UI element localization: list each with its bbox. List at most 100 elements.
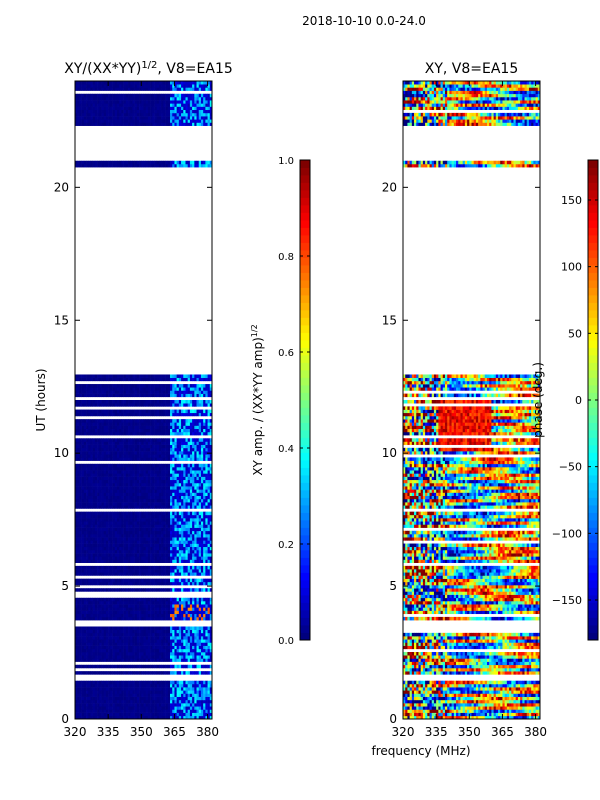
heatmap-cell bbox=[147, 626, 151, 630]
heatmap-cell bbox=[132, 680, 135, 685]
heatmap-cell bbox=[75, 556, 78, 560]
heatmap-cell bbox=[75, 540, 78, 544]
heatmap-cell bbox=[101, 610, 105, 615]
heatmap-cell bbox=[83, 597, 87, 602]
heatmap-cell bbox=[94, 632, 98, 637]
heatmap-cell bbox=[183, 604, 186, 608]
heatmap-cell bbox=[205, 712, 208, 717]
heatmap-cell bbox=[172, 693, 175, 697]
heatmap-cell bbox=[192, 518, 195, 522]
heatmap-cell bbox=[203, 473, 206, 477]
heatmap-cell bbox=[152, 431, 155, 436]
heatmap-cell bbox=[203, 521, 206, 525]
heatmap-cell bbox=[156, 658, 160, 662]
heatmap-cell bbox=[176, 511, 180, 516]
heatmap-cell bbox=[125, 699, 129, 704]
heatmap-cell bbox=[176, 447, 180, 452]
heatmap-cell bbox=[114, 495, 118, 500]
heatmap-cell bbox=[192, 495, 195, 500]
heatmap-cell bbox=[81, 578, 85, 583]
heatmap-cell bbox=[143, 498, 147, 503]
heatmap-cell bbox=[185, 655, 188, 659]
heatmap-cell bbox=[192, 463, 195, 468]
heatmap-cell bbox=[192, 492, 195, 496]
heatmap-cell bbox=[92, 454, 96, 458]
heatmap-cell bbox=[97, 712, 100, 717]
heatmap-cell bbox=[139, 565, 142, 570]
heatmap-cell bbox=[150, 703, 153, 707]
heatmap-cell bbox=[194, 642, 197, 646]
heatmap-cell bbox=[99, 463, 102, 468]
heatmap-cell bbox=[101, 511, 105, 516]
heatmap-cell bbox=[194, 706, 197, 710]
heatmap-cell bbox=[198, 518, 202, 522]
heatmap-cell bbox=[139, 559, 142, 563]
heatmap-cell bbox=[128, 699, 131, 704]
heatmap-cell bbox=[154, 645, 158, 650]
heatmap-cell bbox=[134, 597, 138, 602]
heatmap-cell bbox=[79, 693, 82, 697]
heatmap-cell bbox=[185, 693, 188, 697]
heatmap-cell bbox=[170, 454, 173, 458]
heatmap-cell bbox=[136, 639, 140, 643]
heatmap-cell bbox=[194, 604, 197, 608]
heatmap-cell bbox=[132, 556, 135, 560]
heatmap-cell bbox=[145, 645, 149, 650]
heatmap-cell bbox=[121, 505, 124, 509]
heatmap-cell bbox=[116, 537, 120, 541]
heatmap-cells bbox=[75, 81, 213, 720]
heatmap-cell bbox=[154, 502, 158, 506]
heatmap-cell bbox=[123, 521, 127, 525]
heatmap-cell bbox=[103, 527, 107, 532]
heatmap-cell bbox=[105, 693, 109, 697]
heatmap-cell bbox=[105, 703, 109, 707]
heatmap-cell bbox=[196, 476, 200, 481]
heatmap-cell bbox=[145, 680, 149, 685]
heatmap-cell bbox=[119, 597, 122, 602]
heatmap-cell bbox=[165, 706, 169, 710]
heatmap-cell bbox=[141, 502, 144, 506]
heatmap-cell bbox=[99, 530, 102, 535]
heatmap-cell bbox=[172, 572, 175, 576]
heatmap-cell bbox=[123, 559, 127, 563]
heatmap-cell bbox=[134, 498, 138, 503]
heatmap-cell bbox=[154, 655, 158, 659]
heatmap-cell bbox=[207, 693, 211, 697]
heatmap-cell bbox=[187, 639, 191, 643]
heatmap-cell bbox=[174, 655, 177, 659]
heatmap-cell bbox=[150, 524, 153, 528]
heatmap-cell bbox=[99, 565, 102, 570]
heatmap-cell bbox=[121, 569, 124, 573]
heatmap-cell bbox=[205, 549, 208, 554]
heatmap-cell bbox=[88, 632, 91, 637]
heatmap-cell bbox=[161, 709, 164, 713]
heatmap-cell bbox=[196, 511, 200, 516]
heatmap-cell bbox=[77, 658, 80, 662]
heatmap-cell bbox=[205, 652, 208, 656]
heatmap-cell bbox=[92, 616, 96, 621]
heatmap-cell bbox=[158, 422, 162, 426]
heatmap-cell bbox=[81, 431, 85, 436]
heatmap-cell bbox=[136, 486, 140, 490]
heatmap-cell bbox=[172, 473, 175, 477]
heatmap-cell bbox=[112, 511, 116, 516]
heatmap-cell bbox=[170, 498, 173, 503]
heatmap-cell bbox=[90, 578, 93, 583]
heatmap-cell bbox=[143, 616, 147, 621]
heatmap-cell bbox=[97, 664, 100, 669]
heatmap-cell bbox=[165, 565, 169, 570]
heatmap-cell bbox=[205, 431, 208, 436]
heatmap-cell bbox=[128, 495, 131, 500]
heatmap-cell bbox=[174, 540, 177, 544]
heatmap-cell bbox=[97, 549, 100, 554]
heatmap-cell bbox=[103, 495, 107, 500]
heatmap-cell bbox=[145, 616, 149, 621]
heatmap-cell bbox=[174, 444, 177, 449]
heatmap-cell bbox=[83, 629, 87, 634]
heatmap-cell bbox=[83, 696, 87, 701]
heatmap-cell bbox=[75, 514, 78, 519]
heatmap-cell bbox=[209, 530, 213, 535]
heatmap-cell bbox=[88, 706, 91, 710]
heatmap-cell bbox=[156, 664, 160, 669]
heatmap-cell bbox=[143, 690, 147, 694]
